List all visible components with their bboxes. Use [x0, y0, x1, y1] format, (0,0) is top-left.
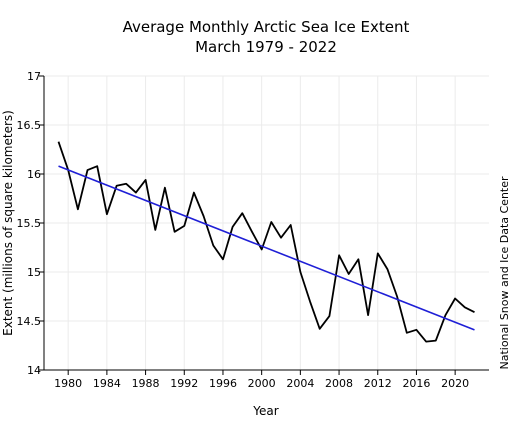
- grid: [44, 75, 489, 371]
- chart-title: Average Monthly Arctic Sea Ice Extent Ma…: [123, 18, 410, 56]
- x-tick-label: 2012: [364, 377, 392, 390]
- y-tick-label: 15.5: [17, 217, 42, 230]
- series: [57, 141, 475, 343]
- y-tick-label: 14.5: [17, 315, 42, 328]
- x-tick-label: 1996: [209, 377, 237, 390]
- y-tick-label: 16: [27, 168, 41, 181]
- x-tick-label: 2000: [248, 377, 276, 390]
- x-tick-label: 2016: [402, 377, 430, 390]
- x-tick-label: 1992: [170, 377, 198, 390]
- extent-series-line: [57, 141, 475, 343]
- y-axis-ticks: 14 14.5 15 15.5 16 16.5 17: [17, 70, 44, 377]
- data-source-credit: National Snow and Ice Data Center: [498, 176, 511, 370]
- y-axis-label: Extent (millions of square kilometers): [1, 110, 15, 336]
- x-tick-label: 2008: [325, 377, 353, 390]
- y-tick-label: 16.5: [17, 119, 42, 132]
- chart-title-line-2: March 1979 - 2022: [195, 38, 337, 56]
- y-tick-label: 14: [27, 364, 41, 377]
- x-tick-label: 2020: [441, 377, 469, 390]
- x-axis-ticks: 1980 1984 1988 1992 1996 2000 2004 2008 2012 2016…: [54, 370, 469, 390]
- x-tick-label: 1988: [132, 377, 160, 390]
- x-tick-label: 1984: [93, 377, 121, 390]
- x-tick-label: 1980: [54, 377, 82, 390]
- x-tick-label: 2004: [286, 377, 314, 390]
- x-axis-label: Year: [252, 404, 278, 418]
- y-tick-label: 17: [27, 70, 41, 83]
- trend-line: [58, 165, 475, 331]
- chart-title-line-1: Average Monthly Arctic Sea Ice Extent: [123, 18, 410, 36]
- y-tick-label: 15: [27, 266, 41, 279]
